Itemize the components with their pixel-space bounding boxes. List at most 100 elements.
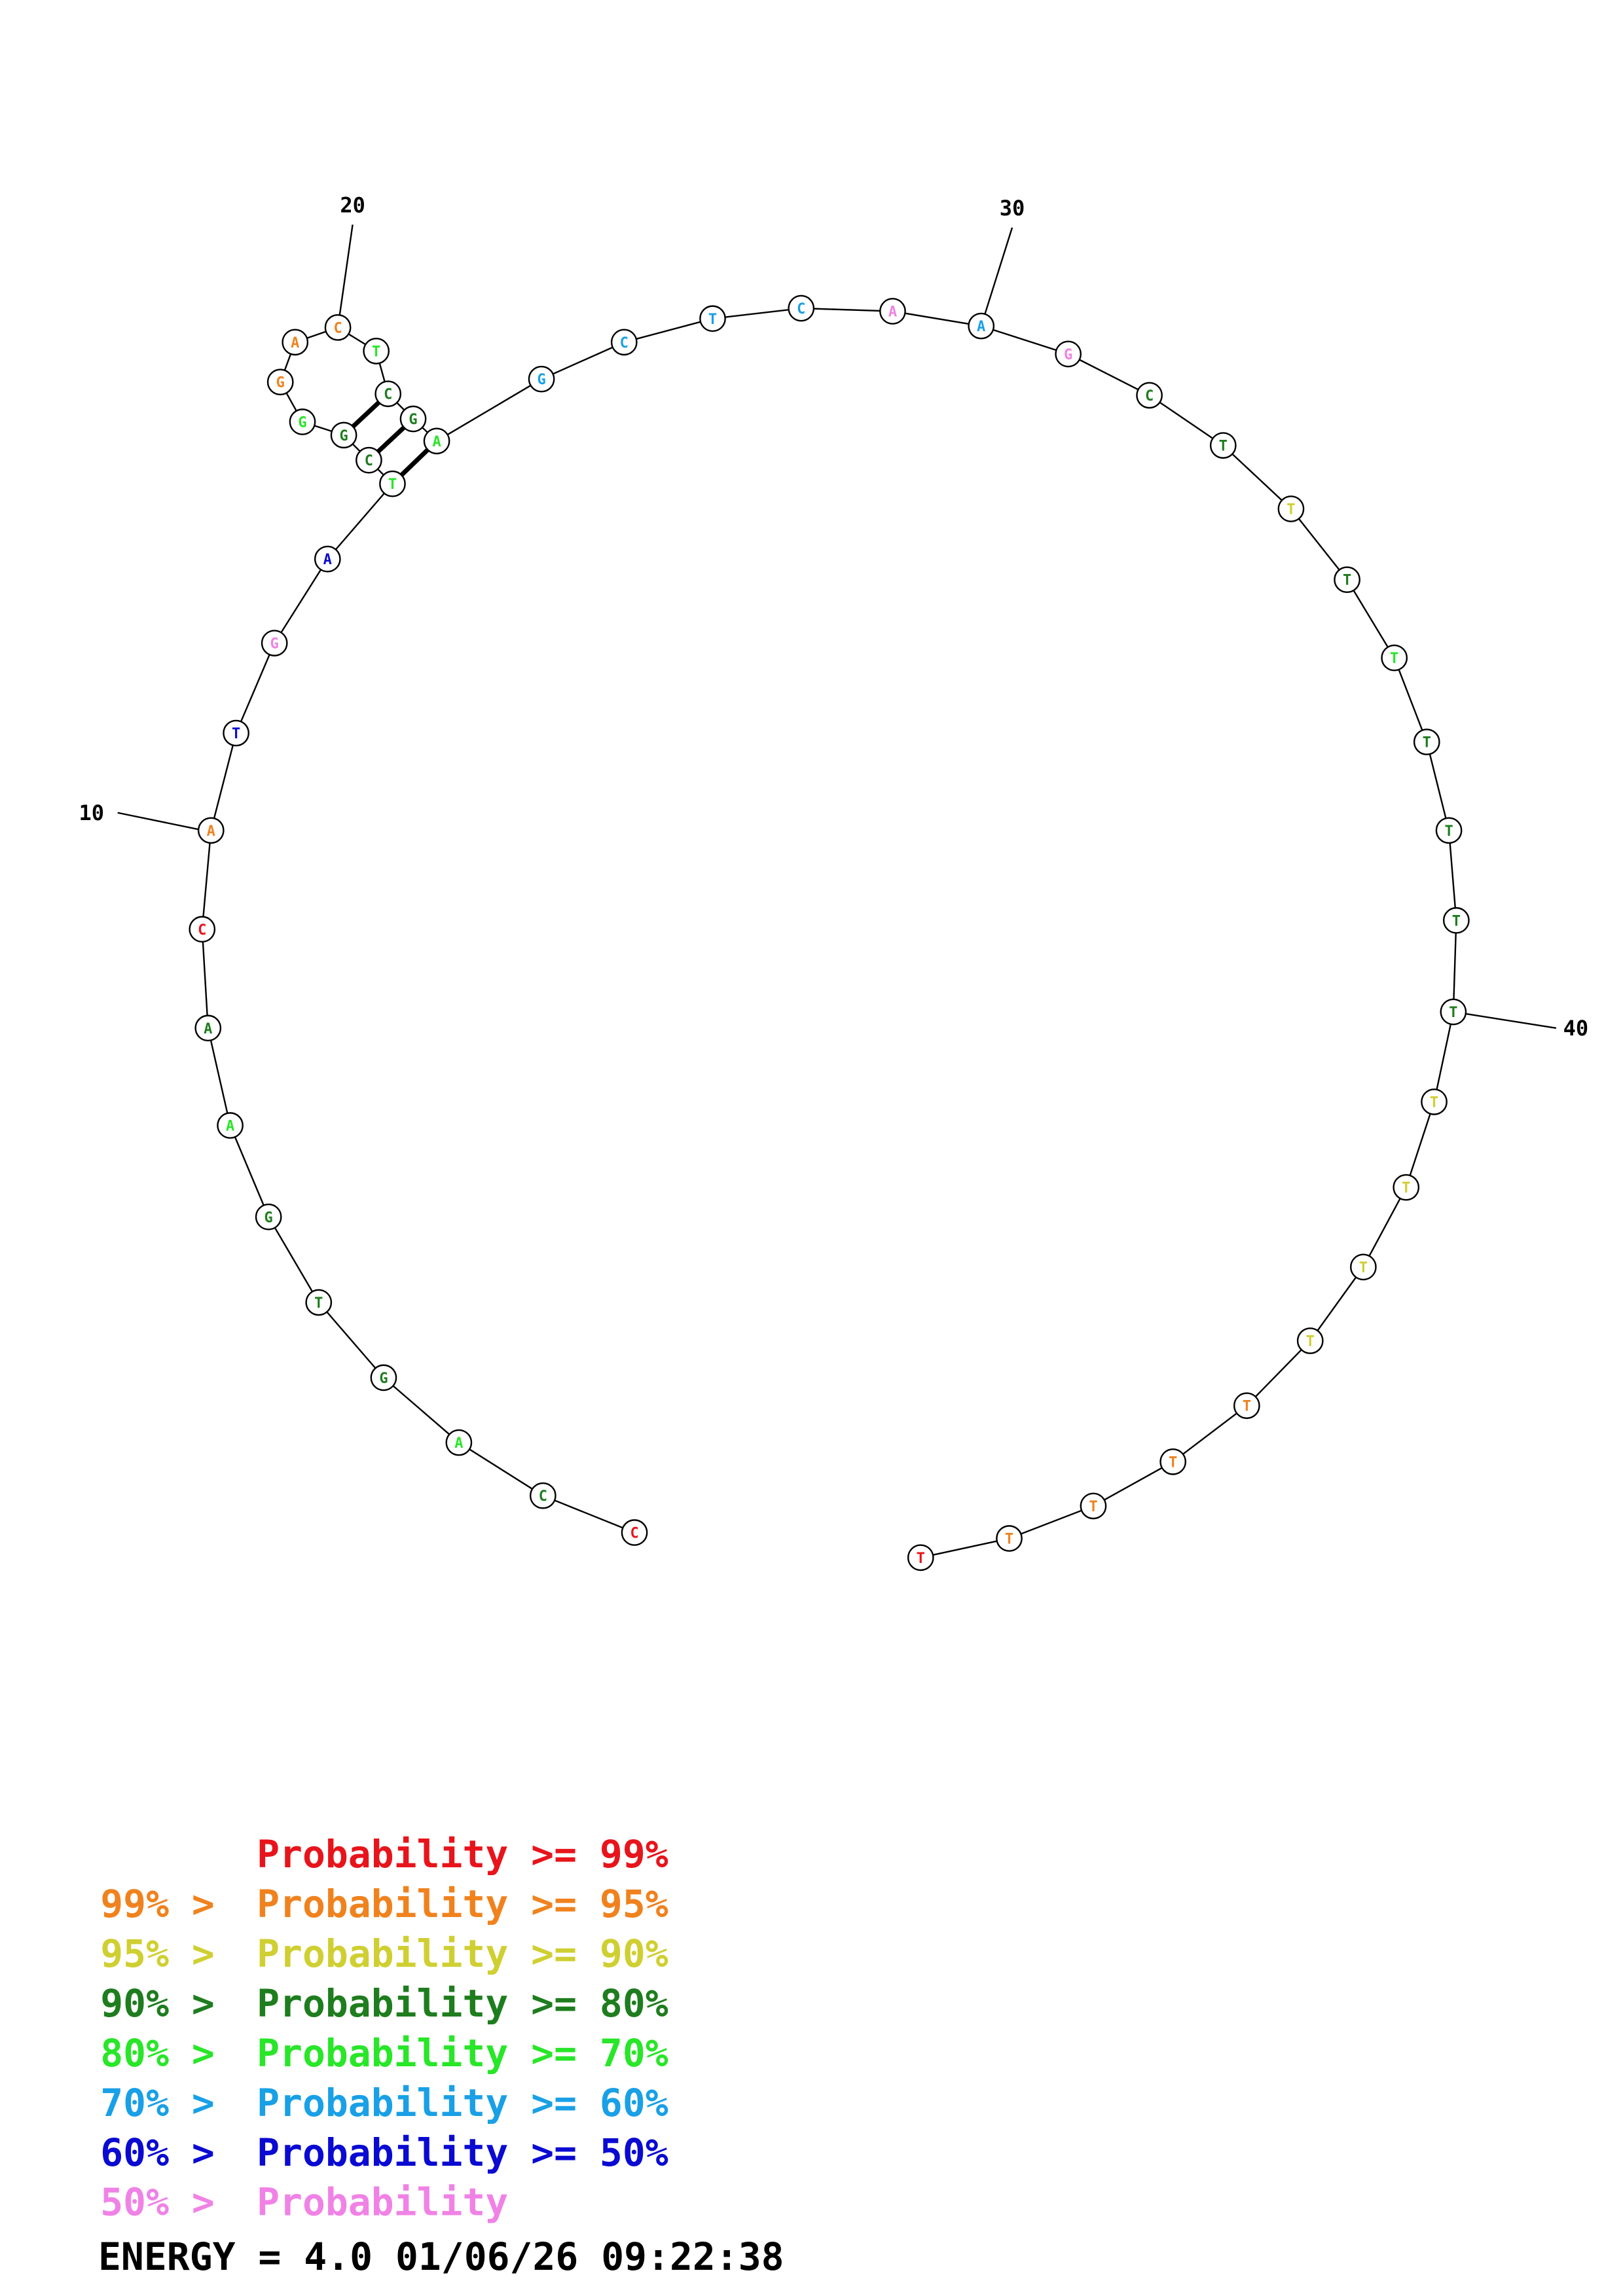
nucleotide-circle (1334, 566, 1360, 594)
legend-prefix: 60% > (100, 2130, 215, 2175)
position-tick (117, 812, 204, 831)
backbone-segment (921, 1537, 1010, 1559)
nucleotide-circle (610, 329, 638, 356)
nucleotide-base: T (388, 476, 397, 493)
nucleotide-circle (528, 365, 555, 393)
nucleotide: T (1413, 728, 1440, 755)
legend-prefix: 99% > (100, 1882, 215, 1926)
nucleotide-circle (1233, 1392, 1260, 1420)
nucleotide: T (1440, 998, 1467, 1026)
base-pair-layer (342, 392, 439, 486)
nucleotide-circle (996, 1525, 1023, 1552)
nucleotide-circle (1442, 906, 1470, 934)
nucleotide: C (374, 380, 402, 408)
backbone-segment (541, 341, 625, 380)
nucleotide: G (1055, 340, 1082, 368)
nucleotide: C (610, 329, 638, 356)
nucleotide-circle (217, 1112, 244, 1139)
legend-row: 50% > Probability (100, 2180, 508, 2225)
nucleotide-base: T (1243, 1399, 1251, 1415)
nucleotide-circle (197, 817, 225, 844)
nucleotide-circle (423, 427, 450, 455)
nucleotide: C (1136, 382, 1163, 409)
position-label: 30 (1000, 196, 1025, 221)
nucleotide-circle (266, 368, 294, 396)
backbone-segment (1452, 920, 1457, 1013)
nucleotide-base: C (797, 301, 805, 317)
nucleotide: T (1233, 1392, 1260, 1420)
nucleotide-base: T (1430, 1094, 1438, 1111)
legend-label: Probability (257, 2180, 508, 2225)
nucleotide: G (255, 1203, 282, 1230)
nucleotide: G (289, 408, 316, 435)
backbone-segment (318, 1302, 384, 1378)
nucleotide: G (399, 405, 427, 433)
legend-prefix: 70% > (100, 2081, 215, 2125)
nucleotide-base: T (314, 1295, 323, 1312)
nucleotide: T (1209, 432, 1237, 459)
nucleotide-base: T (1286, 502, 1295, 518)
legend-prefix: 90% > (100, 1981, 215, 2026)
nucleotide-base: C (333, 320, 342, 336)
backbone-segment (892, 310, 981, 327)
nucleotide: G (528, 365, 555, 393)
nucleotide-circle (189, 916, 216, 943)
nucleotide-circle (879, 298, 906, 325)
nucleotide-base: T (917, 1551, 925, 1567)
nucleotide: G (261, 630, 288, 656)
nucleotide: A (445, 1429, 473, 1456)
nucleotide: A (879, 298, 906, 325)
nucleotide: C (356, 446, 382, 474)
legend-prefix: 95% > (100, 1931, 215, 1976)
legend-row: Probability >= 99% (257, 1832, 668, 1876)
backbone-segment (436, 378, 542, 442)
position-label: 20 (340, 192, 365, 217)
nucleotide-circle (1136, 382, 1163, 409)
nucleotide-circle (1413, 728, 1440, 755)
position-tick-layer: 10 20 30 40 (79, 192, 1588, 1041)
backbone-segment (201, 830, 212, 929)
nucleotide-base: T (372, 344, 380, 360)
backbone-segment (1393, 657, 1428, 743)
legend-prefix: 80% > (100, 2031, 215, 2075)
nucleotide-base: G (1064, 347, 1072, 363)
nucleotide-base: T (1089, 1499, 1097, 1515)
nucleotide-base: T (708, 312, 717, 328)
nucleotide-circle (445, 1429, 473, 1456)
nucleotide-base: A (977, 319, 985, 335)
nucleotide: T (1080, 1492, 1107, 1520)
nucleotide-circle (289, 408, 316, 435)
nucleotide-circle (699, 305, 726, 332)
nucleotide: A (968, 312, 995, 340)
backbone-segment (229, 1125, 270, 1217)
nucleotide-base: A (226, 1119, 234, 1135)
position-tick (980, 227, 1013, 327)
backbone-segment (1148, 394, 1224, 446)
nucleotide-circle (255, 1203, 282, 1230)
backbone-segment (1093, 1461, 1174, 1507)
nucleotide-base: G (379, 1371, 388, 1387)
nucleotide-circle (324, 314, 352, 341)
position-label: 40 (1563, 1016, 1589, 1041)
backbone-segment (1009, 1505, 1094, 1539)
nucleotide-base: T (1169, 1454, 1177, 1471)
nucleotide: T (1381, 644, 1408, 672)
backbone-segment (1433, 1011, 1455, 1102)
nucleotide-base: C (365, 453, 373, 469)
nucleotide-base: T (1343, 573, 1351, 589)
nucleotide-base: A (432, 434, 441, 450)
backbone-segment (274, 558, 329, 644)
nucleotide-circle (399, 405, 427, 433)
nucleotide-base: T (1005, 1532, 1013, 1548)
backbone-segment (1346, 579, 1395, 658)
legend-label: Probability >= 80% (257, 1981, 668, 2026)
nucleotide-circle (356, 446, 382, 474)
nucleotide-circle (282, 329, 309, 356)
nucleotide: T (1277, 495, 1305, 522)
nucleotide: T (1334, 566, 1360, 594)
backbone-segment (542, 1495, 635, 1534)
legend-prefix: 50% > (100, 2180, 215, 2225)
nucleotide: G (370, 1364, 397, 1391)
nucleotide-circle (1435, 817, 1463, 844)
nucleotide-circle (374, 380, 402, 408)
